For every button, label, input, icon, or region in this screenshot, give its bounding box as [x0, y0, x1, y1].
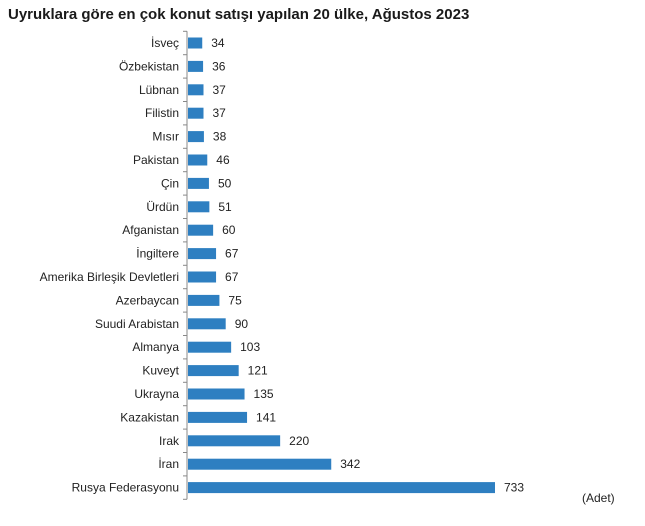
bar	[188, 107, 204, 119]
bar	[188, 131, 204, 143]
category-label: İsveç	[151, 36, 179, 50]
bar	[188, 458, 332, 470]
data-label: 60	[222, 223, 236, 237]
bar	[188, 388, 245, 400]
bar	[188, 318, 226, 330]
bar	[188, 248, 217, 260]
bar	[188, 365, 239, 377]
bar	[188, 177, 209, 189]
bar	[188, 60, 204, 72]
category-label: Suudi Arabistan	[95, 317, 179, 331]
bar	[188, 224, 214, 236]
category-label: İngiltere	[136, 247, 179, 261]
bar	[188, 482, 495, 494]
data-label: 121	[248, 364, 268, 378]
data-label: 220	[289, 434, 309, 448]
category-label: Ürdün	[146, 200, 179, 214]
data-label: 51	[218, 200, 232, 214]
category-label: Almanya	[132, 340, 179, 354]
category-label: Azerbaycan	[116, 293, 179, 307]
category-label: Ukrayna	[134, 387, 179, 401]
category-label: Kazakistan	[120, 410, 179, 424]
category-label: İran	[158, 457, 179, 471]
data-label: 50	[218, 176, 232, 190]
bars-group: İsveç 34 Özbekistan 36 Lübnan 37 Filistin 37 Mıs…	[40, 30, 524, 500]
category-label: Çin	[161, 176, 179, 190]
bar	[188, 154, 208, 166]
data-label: 36	[212, 59, 226, 73]
data-label: 135	[254, 387, 274, 401]
data-label: 34	[211, 36, 225, 50]
bar	[188, 271, 217, 283]
bar	[188, 341, 232, 353]
data-label: 37	[212, 83, 226, 97]
category-label: Özbekistan	[119, 59, 179, 73]
category-label: Lübnan	[139, 83, 179, 97]
data-label: 342	[340, 457, 360, 471]
chart-title: Uyruklara göre en çok konut satışı yapıl…	[8, 6, 470, 23]
category-label: Irak	[159, 434, 180, 448]
category-label: Filistin	[145, 106, 179, 120]
data-label: 141	[256, 410, 276, 424]
category-label: Kuveyt	[142, 364, 179, 378]
bar	[188, 411, 248, 423]
category-label: Rusya Federasyonu	[72, 481, 179, 495]
data-label: 37	[212, 106, 226, 120]
bar	[188, 201, 210, 213]
data-label: 67	[225, 270, 239, 284]
bar	[188, 435, 281, 447]
bar	[188, 294, 220, 306]
data-label: 90	[235, 317, 249, 331]
data-label: 75	[228, 293, 242, 307]
data-label: 103	[240, 340, 260, 354]
unit-label: (Adet)	[582, 491, 615, 505]
category-label: Mısır	[152, 130, 179, 144]
bar	[188, 84, 204, 96]
data-label: 46	[216, 153, 230, 167]
data-label: 733	[504, 481, 524, 495]
data-label: 67	[225, 247, 239, 261]
category-label: Afganistan	[122, 223, 179, 237]
bar	[188, 37, 203, 49]
data-label: 38	[213, 130, 227, 144]
category-label: Pakistan	[133, 153, 179, 167]
category-label: Amerika Birleşik Devletleri	[40, 270, 179, 284]
